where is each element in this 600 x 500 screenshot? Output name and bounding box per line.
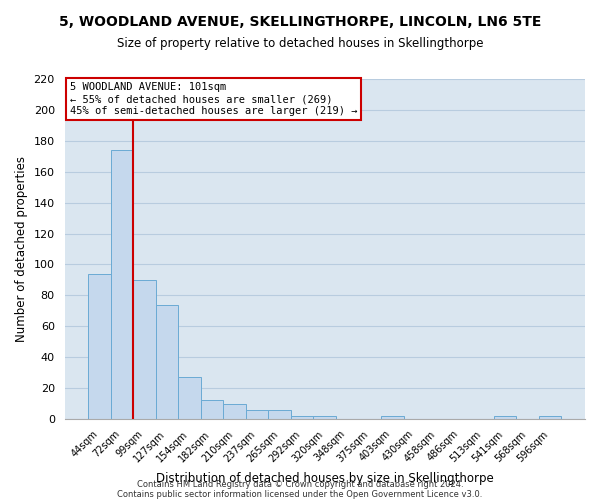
Text: 5, WOODLAND AVENUE, SKELLINGTHORPE, LINCOLN, LN6 5TE: 5, WOODLAND AVENUE, SKELLINGTHORPE, LINC… — [59, 15, 541, 29]
Y-axis label: Number of detached properties: Number of detached properties — [15, 156, 28, 342]
Bar — [223, 404, 246, 419]
Bar — [268, 410, 291, 419]
Bar — [201, 400, 223, 419]
Bar — [494, 416, 516, 419]
Bar — [539, 416, 562, 419]
Bar — [291, 416, 313, 419]
Bar — [111, 150, 133, 419]
Bar — [381, 416, 404, 419]
X-axis label: Distribution of detached houses by size in Skellingthorpe: Distribution of detached houses by size … — [156, 472, 494, 485]
Bar — [246, 410, 268, 419]
Bar — [178, 378, 201, 419]
Text: Contains public sector information licensed under the Open Government Licence v3: Contains public sector information licen… — [118, 490, 482, 499]
Bar — [88, 274, 111, 419]
Bar — [313, 416, 336, 419]
Bar — [133, 280, 156, 419]
Bar — [156, 304, 178, 419]
Text: Contains HM Land Registry data © Crown copyright and database right 2024.: Contains HM Land Registry data © Crown c… — [137, 480, 463, 489]
Text: 5 WOODLAND AVENUE: 101sqm
← 55% of detached houses are smaller (269)
45% of semi: 5 WOODLAND AVENUE: 101sqm ← 55% of detac… — [70, 82, 357, 116]
Text: Size of property relative to detached houses in Skellingthorpe: Size of property relative to detached ho… — [117, 38, 483, 51]
